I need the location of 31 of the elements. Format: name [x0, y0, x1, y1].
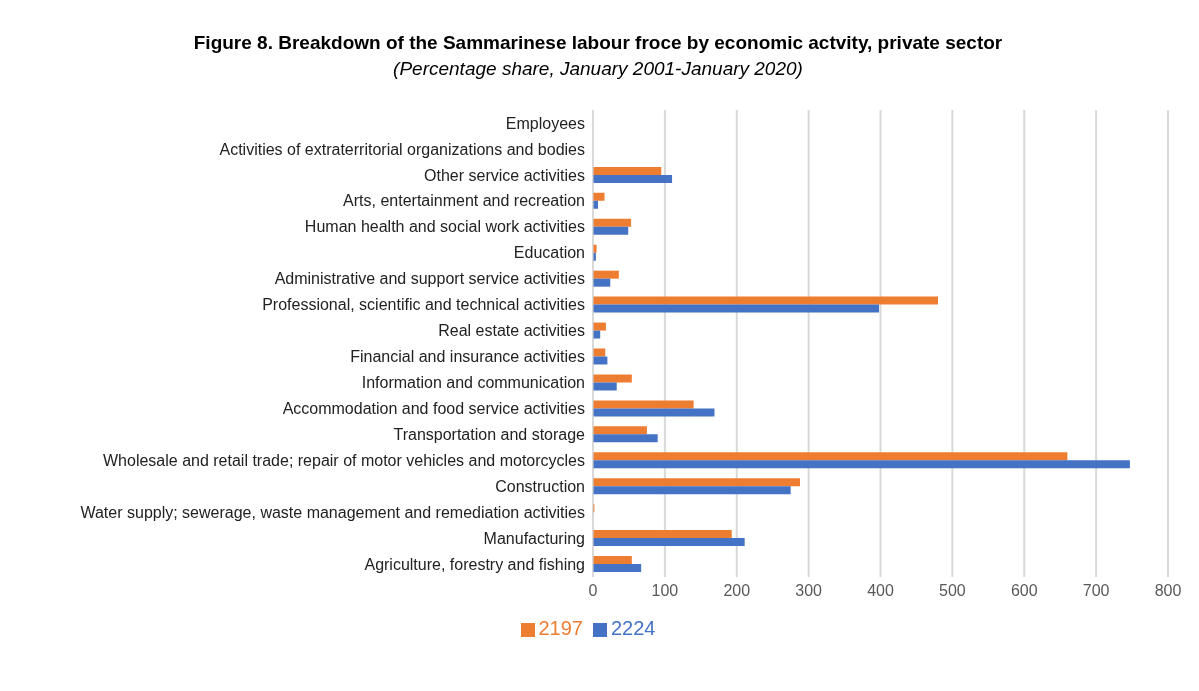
y-tick-label: Professional, scientific and technical activities	[262, 296, 585, 314]
y-tick-label: Financial and insurance activities	[350, 348, 585, 366]
legend-label: 2197	[538, 617, 583, 639]
x-tick-label: 800	[1154, 582, 1182, 600]
y-tick-label: Transportation and storage	[393, 425, 586, 443]
y-tick-label: Wholesale and retail trade; repair of motor vehicles and motorcycles	[103, 451, 585, 469]
y-tick-label: Administrative and support service activities	[274, 270, 585, 288]
x-tick-label: 600	[1010, 582, 1038, 600]
chart-subtitle: (Percentage share, January 2001-January 2020)	[392, 58, 804, 80]
y-tick-label: Education	[513, 244, 585, 262]
x-tick-label: 500	[939, 582, 966, 600]
x-tick-label: 300	[795, 582, 823, 600]
x-tick-label: 100	[651, 582, 679, 600]
y-tick-label: Water supply; sewerage, waste management and remediation activities	[80, 503, 585, 521]
y-tick-label: Other service activities	[424, 166, 585, 184]
x-tick-label: 400	[867, 582, 894, 600]
y-tick-label: Construction	[495, 477, 585, 495]
y-tick-label: Human health and social work activities	[304, 218, 585, 236]
y-tick-label: Accommodation and food service activities	[282, 400, 585, 418]
legend-label: 2224	[611, 617, 656, 639]
y-tick-label: Real estate activities	[438, 322, 585, 340]
x-tick-label: 200	[723, 582, 751, 600]
x-tick-label: 0	[588, 582, 598, 600]
y-tick-label: Activities of extraterritorial organizations and bodies	[219, 140, 585, 158]
x-tick-label: 700	[1082, 582, 1110, 600]
y-tick-label: Agriculture, forestry and fishing	[364, 555, 585, 573]
y-tick-label: Arts, entertainment and recreation	[343, 192, 585, 210]
y-tick-label: Employees	[505, 114, 585, 132]
chart-title: Figure 8. Breakdown of the Sammarinese labour froce by economic actvity, private sector	[192, 32, 1004, 54]
y-tick-label: Manufacturing	[483, 529, 585, 547]
y-tick-label: Information and communication	[361, 374, 585, 392]
